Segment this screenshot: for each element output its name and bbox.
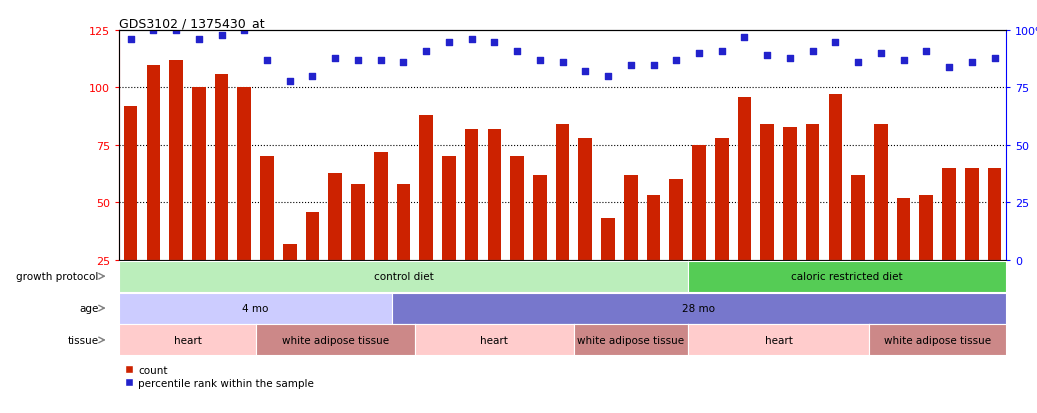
Point: [532, 57, 549, 64]
Bar: [306, 212, 319, 318]
Text: white adipose tissue: white adipose tissue: [282, 335, 389, 345]
Point: [645, 62, 662, 69]
Text: heart: heart: [480, 335, 508, 345]
Bar: [465, 130, 478, 318]
Point: [327, 55, 343, 62]
Point: [782, 55, 798, 62]
Bar: [760, 125, 774, 318]
Bar: [329, 173, 342, 318]
Legend: count, percentile rank within the sample: count, percentile rank within the sample: [124, 365, 314, 388]
Bar: [419, 116, 433, 318]
Bar: [714, 139, 729, 318]
Bar: [283, 244, 297, 318]
Point: [622, 62, 639, 69]
Text: GDS3102 / 1375430_at: GDS3102 / 1375430_at: [119, 17, 264, 30]
Text: control diet: control diet: [373, 271, 433, 282]
Point: [281, 78, 298, 85]
Bar: [874, 125, 888, 318]
Point: [441, 39, 457, 46]
Point: [986, 55, 1003, 62]
Point: [805, 48, 821, 55]
Bar: [146, 65, 160, 318]
Point: [554, 60, 570, 66]
Point: [872, 50, 889, 57]
Bar: [692, 145, 706, 318]
Bar: [169, 61, 183, 318]
Bar: [806, 125, 819, 318]
Point: [509, 48, 526, 55]
Text: age: age: [79, 303, 99, 313]
Point: [963, 60, 980, 66]
Bar: [783, 127, 796, 318]
Bar: [897, 198, 910, 318]
Point: [395, 60, 412, 66]
Point: [599, 74, 616, 80]
Point: [895, 57, 912, 64]
Bar: [965, 169, 979, 318]
Point: [918, 48, 934, 55]
Point: [145, 28, 162, 34]
Bar: [374, 152, 388, 318]
Point: [214, 32, 230, 39]
Bar: [579, 139, 592, 318]
Text: growth protocol: growth protocol: [17, 271, 99, 282]
Point: [418, 48, 435, 55]
Point: [691, 50, 707, 57]
Text: tissue: tissue: [67, 335, 99, 345]
Bar: [123, 107, 138, 318]
Bar: [943, 169, 956, 318]
Bar: [352, 185, 365, 318]
Bar: [556, 125, 569, 318]
Point: [349, 57, 366, 64]
Bar: [487, 130, 501, 318]
Text: white adipose tissue: white adipose tissue: [578, 335, 684, 345]
Point: [304, 74, 320, 80]
Text: 28 mo: 28 mo: [682, 303, 716, 313]
Point: [236, 28, 253, 34]
Point: [850, 60, 867, 66]
Bar: [396, 185, 411, 318]
Point: [191, 37, 207, 43]
Bar: [601, 219, 615, 318]
Text: 4 mo: 4 mo: [243, 303, 269, 313]
Bar: [624, 176, 638, 318]
Bar: [215, 74, 228, 318]
Bar: [510, 157, 524, 318]
Point: [464, 37, 480, 43]
Text: heart: heart: [173, 335, 201, 345]
Bar: [260, 157, 274, 318]
Bar: [829, 95, 842, 318]
Text: caloric restricted diet: caloric restricted diet: [791, 271, 902, 282]
Point: [372, 57, 389, 64]
Point: [759, 53, 776, 59]
Point: [168, 28, 185, 34]
Bar: [237, 88, 251, 318]
Bar: [920, 196, 933, 318]
Point: [577, 69, 593, 76]
Bar: [442, 157, 455, 318]
Point: [486, 39, 503, 46]
Point: [941, 64, 957, 71]
Point: [259, 57, 276, 64]
Bar: [670, 180, 683, 318]
Bar: [851, 176, 865, 318]
Point: [668, 57, 684, 64]
Bar: [647, 196, 661, 318]
Point: [122, 37, 139, 43]
Bar: [192, 88, 205, 318]
Bar: [533, 176, 546, 318]
Bar: [987, 169, 1002, 318]
Point: [736, 35, 753, 41]
Text: heart: heart: [764, 335, 792, 345]
Point: [713, 48, 730, 55]
Point: [828, 39, 844, 46]
Text: white adipose tissue: white adipose tissue: [885, 335, 991, 345]
Bar: [737, 97, 751, 318]
